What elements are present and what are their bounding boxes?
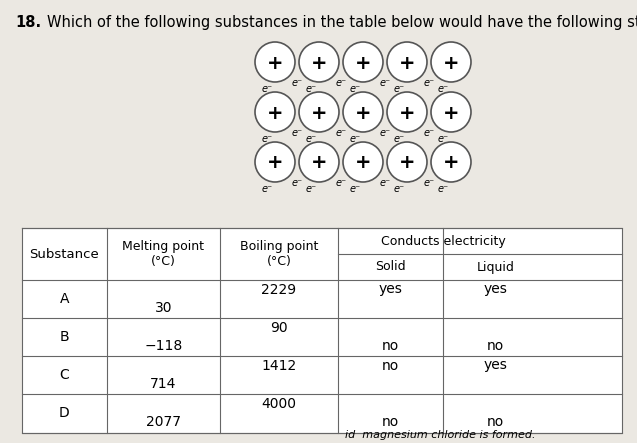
- Circle shape: [343, 142, 383, 182]
- Text: Solid: Solid: [375, 260, 406, 273]
- Text: 30: 30: [155, 302, 172, 315]
- Text: +: +: [399, 154, 415, 172]
- Text: 714: 714: [150, 377, 176, 392]
- Text: +: +: [443, 104, 459, 123]
- Text: e⁻: e⁻: [350, 184, 361, 194]
- Text: e⁻: e⁻: [380, 128, 390, 138]
- Text: e⁻: e⁻: [438, 84, 448, 94]
- Text: +: +: [311, 54, 327, 73]
- Text: 90: 90: [270, 320, 288, 334]
- Text: e⁻: e⁻: [261, 134, 273, 144]
- Text: e⁻: e⁻: [292, 128, 303, 138]
- Circle shape: [387, 42, 427, 82]
- Text: e⁻: e⁻: [380, 78, 390, 88]
- Text: 4000: 4000: [262, 396, 296, 411]
- Circle shape: [343, 92, 383, 132]
- Circle shape: [255, 92, 295, 132]
- Text: +: +: [311, 104, 327, 123]
- Text: +: +: [267, 54, 283, 73]
- Text: yes: yes: [483, 283, 508, 296]
- Circle shape: [255, 142, 295, 182]
- Text: e⁻: e⁻: [350, 84, 361, 94]
- Text: e⁻: e⁻: [261, 84, 273, 94]
- Text: e⁻: e⁻: [380, 178, 390, 188]
- Text: e⁻: e⁻: [305, 84, 317, 94]
- Text: A: A: [60, 292, 69, 306]
- Text: no: no: [382, 358, 399, 373]
- Text: e⁻: e⁻: [350, 134, 361, 144]
- Text: +: +: [443, 54, 459, 73]
- Text: yes: yes: [483, 358, 508, 373]
- Text: +: +: [355, 104, 371, 123]
- Text: Boiling point
(°C): Boiling point (°C): [240, 240, 318, 268]
- Text: e⁻: e⁻: [424, 178, 434, 188]
- Circle shape: [431, 42, 471, 82]
- Text: e⁻: e⁻: [424, 78, 434, 88]
- Text: 18.: 18.: [15, 15, 41, 30]
- Text: e⁻: e⁻: [438, 134, 448, 144]
- Circle shape: [255, 42, 295, 82]
- Text: +: +: [355, 154, 371, 172]
- Bar: [22, 228, 622, 433]
- Text: Which of the following substances in the table below would have the following st: Which of the following substances in the…: [47, 15, 637, 30]
- Text: D: D: [59, 406, 70, 420]
- Text: B: B: [60, 330, 69, 344]
- Text: 2229: 2229: [261, 283, 297, 296]
- Text: e⁻: e⁻: [394, 184, 404, 194]
- Text: no: no: [382, 416, 399, 430]
- Text: +: +: [399, 54, 415, 73]
- Text: e⁻: e⁻: [438, 184, 448, 194]
- Circle shape: [387, 92, 427, 132]
- Text: e⁻: e⁻: [292, 178, 303, 188]
- Text: e⁻: e⁻: [394, 84, 404, 94]
- Text: +: +: [399, 104, 415, 123]
- Text: yes: yes: [378, 283, 403, 296]
- Text: +: +: [355, 54, 371, 73]
- Text: e⁻: e⁻: [336, 78, 347, 88]
- Text: e⁻: e⁻: [394, 134, 404, 144]
- Circle shape: [299, 92, 339, 132]
- Circle shape: [387, 142, 427, 182]
- Text: +: +: [267, 104, 283, 123]
- Text: C: C: [60, 368, 69, 382]
- Text: +: +: [443, 154, 459, 172]
- Circle shape: [299, 142, 339, 182]
- Text: 2077: 2077: [146, 416, 181, 430]
- Circle shape: [343, 42, 383, 82]
- Text: no: no: [487, 339, 504, 354]
- Text: Liquid: Liquid: [476, 260, 515, 273]
- Text: +: +: [311, 154, 327, 172]
- Text: 1412: 1412: [261, 358, 297, 373]
- Text: Melting point
(°C): Melting point (°C): [122, 240, 204, 268]
- Text: e⁻: e⁻: [336, 178, 347, 188]
- Text: e⁻: e⁻: [305, 134, 317, 144]
- Text: e⁻: e⁻: [336, 128, 347, 138]
- Circle shape: [431, 142, 471, 182]
- Text: +: +: [267, 154, 283, 172]
- Text: no: no: [487, 416, 504, 430]
- Text: e⁻: e⁻: [261, 184, 273, 194]
- Text: id  magnesium chloride is formed.: id magnesium chloride is formed.: [345, 430, 535, 440]
- Text: e⁻: e⁻: [424, 128, 434, 138]
- Text: −118: −118: [145, 339, 183, 354]
- Text: e⁻: e⁻: [292, 78, 303, 88]
- Text: e⁻: e⁻: [305, 184, 317, 194]
- Text: Conducts electricity: Conducts electricity: [381, 234, 505, 248]
- Circle shape: [299, 42, 339, 82]
- Text: no: no: [382, 339, 399, 354]
- Circle shape: [431, 92, 471, 132]
- Text: Substance: Substance: [30, 248, 99, 260]
